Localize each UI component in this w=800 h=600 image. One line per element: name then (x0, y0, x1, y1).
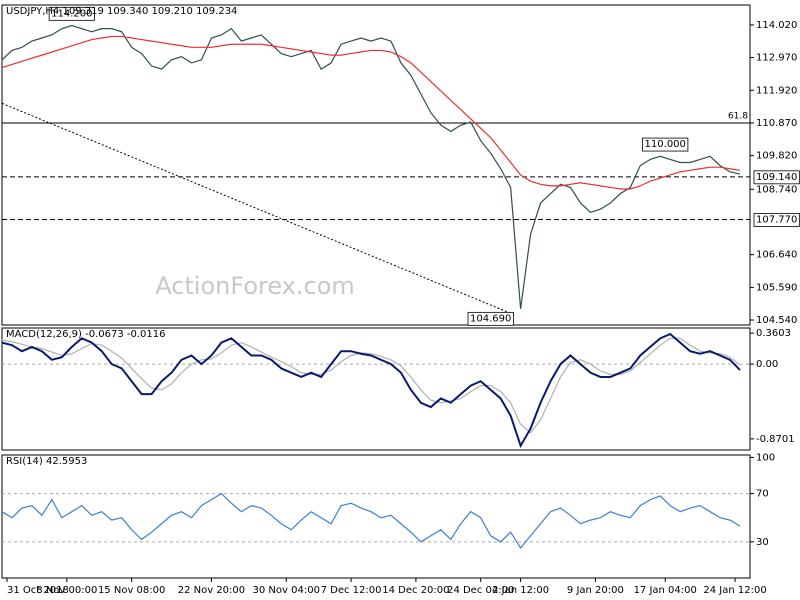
panel-frame (1, 4, 751, 326)
y-tick-label: 114.020 (756, 20, 797, 31)
panel-frame (1, 454, 751, 579)
y-tick-label: 108.740 (756, 184, 797, 195)
y-tick-label: 105.590 (756, 282, 797, 293)
annotation: 110.000 (645, 139, 686, 150)
label-box (753, 213, 800, 227)
x-tick-label: 15 Nov 08:00 (98, 585, 165, 596)
x-tick-label: 7 Dec 12:00 (321, 585, 382, 596)
y-tick-label: 112.970 (756, 53, 797, 64)
x-tick-label: 8 Nov 00:00 (36, 585, 97, 596)
panel-title: MACD(12,26,9) -0.0673 -0.0116 (6, 329, 166, 340)
label-box (467, 311, 514, 326)
x-tick-label: 17 Jan 04:00 (634, 585, 697, 596)
panel-title: RSI(14) 42.5953 (6, 456, 87, 467)
x-tick-label: 24 Jan 12:00 (703, 585, 766, 596)
x-tick-label: 31 Oct 2018 (7, 585, 69, 596)
panel-title: USDJPY,H4 109.319 109.340 109.210 109.23… (6, 6, 237, 17)
y-tick-label: 106.640 (756, 250, 797, 261)
price-label: 109.140 (756, 172, 797, 183)
panel-frame (1, 327, 751, 451)
y-tick-label: 70 (756, 489, 769, 500)
y-tick-label: 110.870 (756, 118, 797, 129)
series-line (1, 332, 741, 449)
y-tick-label: 0.3603 (756, 328, 791, 339)
watermark: ActionForex.com (155, 272, 355, 300)
series-line (1, 35, 741, 190)
annotation: 104.690 (470, 313, 511, 324)
y-tick-label: 100 (756, 452, 775, 463)
x-tick-label: 30 Nov 04:00 (253, 585, 320, 596)
label-box (642, 137, 689, 152)
y-tick-label: 111.920 (756, 85, 797, 96)
price-label: 107.770 (756, 214, 797, 225)
annotation: 114.200 (51, 8, 92, 19)
x-tick-label: 22 Nov 20:00 (178, 585, 245, 596)
y-tick-label: -0.8701 (756, 434, 795, 445)
x-tick-label: 2 Jan 12:00 (492, 585, 549, 596)
x-tick-label: 9 Jan 20:00 (567, 585, 624, 596)
label-box (753, 170, 800, 185)
y-tick-label: 0.00 (756, 359, 778, 370)
y-tick-label: 104.540 (756, 315, 797, 326)
trend-line (1, 102, 516, 316)
y-tick-label: 30 (756, 537, 769, 548)
level-label: 61.8 (728, 111, 748, 121)
y-tick-label: 109.820 (756, 151, 797, 162)
series-line (1, 492, 741, 549)
x-tick-label: 24 Dec 04:00 (447, 585, 514, 596)
x-tick-label: 14 Dec 20:00 (382, 585, 449, 596)
label-box (48, 6, 95, 21)
